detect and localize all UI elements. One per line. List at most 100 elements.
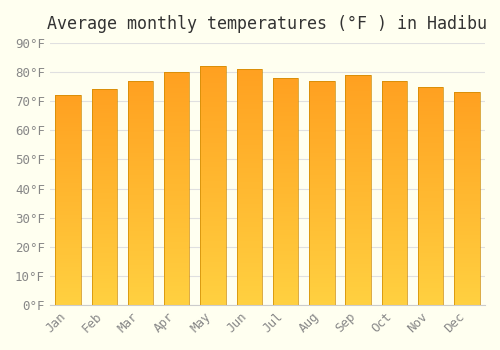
Bar: [164, 95, 190, 98]
Bar: [382, 238, 407, 240]
Bar: [418, 202, 444, 204]
Bar: [128, 197, 153, 199]
Bar: [346, 89, 371, 91]
Bar: [164, 81, 190, 84]
Bar: [92, 176, 117, 178]
Bar: [346, 162, 371, 164]
Bar: [418, 170, 444, 172]
Bar: [200, 178, 226, 181]
Bar: [382, 141, 407, 144]
Bar: [454, 269, 479, 271]
Bar: [418, 189, 444, 191]
Bar: [236, 152, 262, 154]
Bar: [236, 88, 262, 90]
Bar: [309, 117, 334, 119]
Bar: [273, 128, 298, 130]
Bar: [418, 139, 444, 141]
Bar: [418, 154, 444, 156]
Bar: [56, 232, 80, 234]
Bar: [92, 128, 117, 131]
Bar: [200, 229, 226, 231]
Bar: [164, 77, 190, 79]
Bar: [382, 155, 407, 157]
Bar: [382, 251, 407, 253]
Bar: [309, 92, 334, 94]
Bar: [128, 180, 153, 182]
Bar: [454, 195, 479, 197]
Bar: [309, 301, 334, 303]
Bar: [346, 227, 371, 229]
Bar: [454, 301, 479, 303]
Bar: [382, 197, 407, 199]
Bar: [56, 162, 80, 164]
Bar: [56, 95, 80, 305]
Bar: [200, 200, 226, 202]
Bar: [236, 74, 262, 76]
Bar: [236, 234, 262, 237]
Bar: [164, 175, 190, 177]
Bar: [418, 204, 444, 207]
Bar: [200, 293, 226, 295]
Bar: [273, 298, 298, 301]
Bar: [346, 195, 371, 197]
Bar: [92, 210, 117, 212]
Bar: [128, 226, 153, 229]
Bar: [200, 150, 226, 152]
Bar: [273, 155, 298, 158]
Bar: [92, 303, 117, 305]
Bar: [346, 91, 371, 93]
Bar: [56, 167, 80, 169]
Bar: [92, 296, 117, 299]
Bar: [236, 213, 262, 215]
Bar: [56, 274, 80, 276]
Bar: [454, 160, 479, 162]
Bar: [164, 74, 190, 77]
Bar: [200, 80, 226, 83]
Bar: [92, 146, 117, 148]
Bar: [346, 294, 371, 296]
Bar: [418, 229, 444, 231]
Bar: [273, 119, 298, 121]
Bar: [309, 173, 334, 175]
Bar: [92, 279, 117, 281]
Bar: [382, 274, 407, 276]
Bar: [309, 278, 334, 280]
Bar: [236, 119, 262, 121]
Bar: [164, 221, 190, 224]
Bar: [346, 178, 371, 181]
Bar: [236, 204, 262, 206]
Bar: [92, 281, 117, 284]
Bar: [200, 281, 226, 284]
Bar: [200, 147, 226, 150]
Bar: [236, 161, 262, 163]
Bar: [309, 184, 334, 186]
Bar: [128, 271, 153, 274]
Bar: [418, 244, 444, 246]
Bar: [92, 90, 117, 305]
Bar: [454, 294, 479, 296]
Bar: [309, 83, 334, 85]
Bar: [418, 172, 444, 174]
Bar: [309, 101, 334, 103]
Bar: [346, 211, 371, 213]
Bar: [309, 141, 334, 144]
Bar: [309, 97, 334, 99]
Bar: [309, 211, 334, 213]
Bar: [309, 296, 334, 298]
Bar: [273, 253, 298, 255]
Bar: [309, 186, 334, 188]
Bar: [92, 105, 117, 107]
Bar: [418, 209, 444, 211]
Bar: [200, 252, 226, 255]
Bar: [92, 154, 117, 156]
Bar: [454, 248, 479, 250]
Bar: [346, 282, 371, 284]
Bar: [273, 203, 298, 205]
Bar: [200, 109, 226, 112]
Bar: [200, 76, 226, 78]
Bar: [236, 220, 262, 223]
Bar: [346, 144, 371, 146]
Bar: [236, 201, 262, 204]
Bar: [92, 152, 117, 154]
Bar: [418, 144, 444, 146]
